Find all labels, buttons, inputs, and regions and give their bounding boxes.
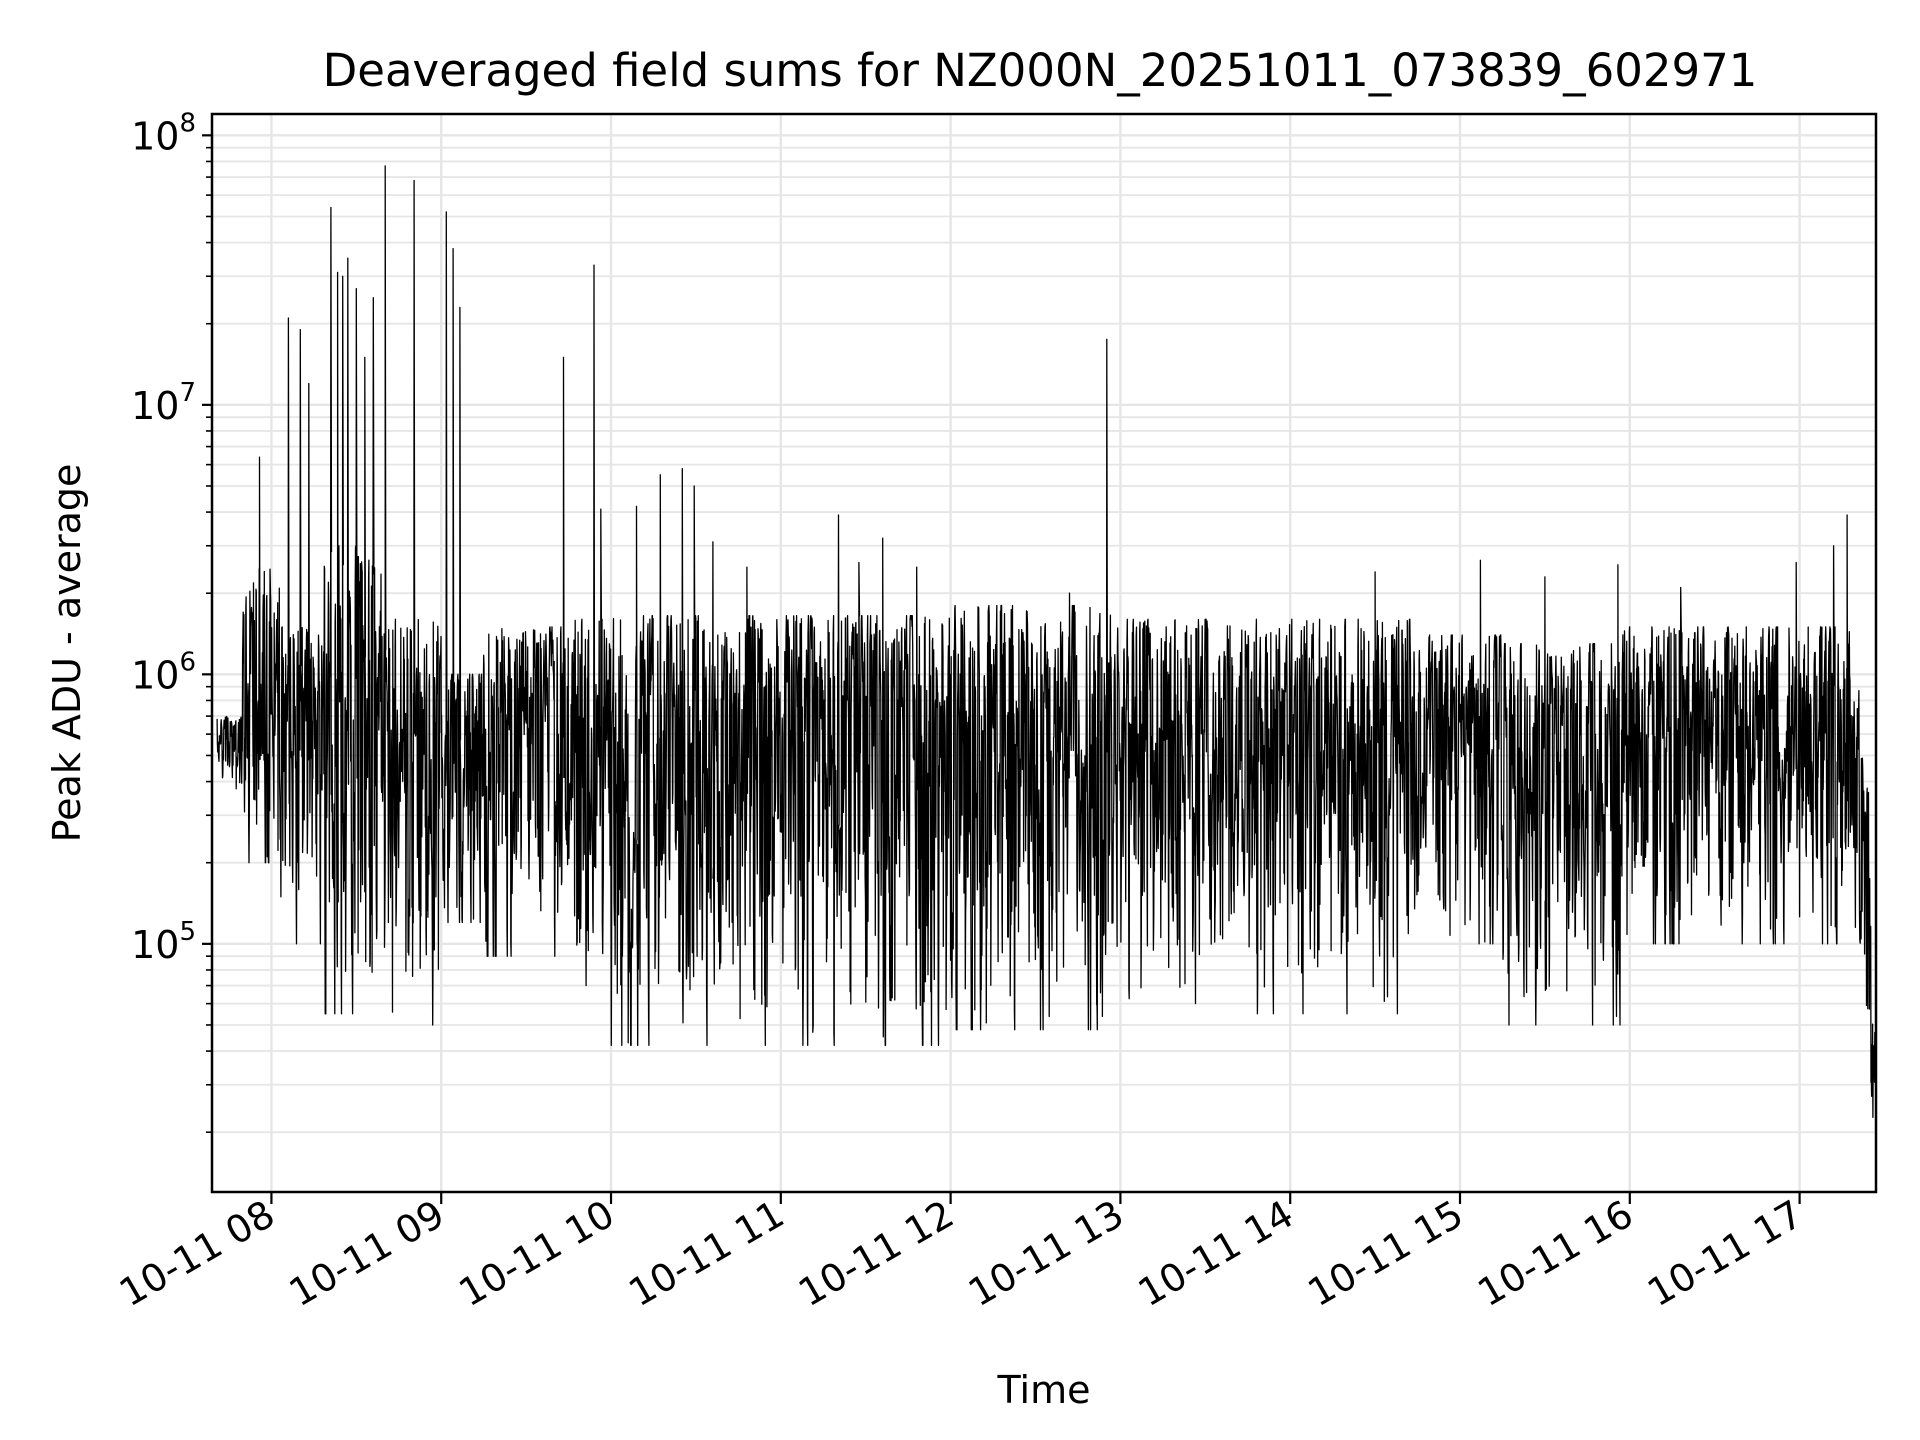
- y-tick-exponent: 7: [179, 378, 196, 408]
- x-axis-label: Time: [997, 1368, 1091, 1412]
- y-tick-exponent: 6: [179, 647, 196, 677]
- y-tick-exponent: 5: [179, 917, 196, 947]
- y-tick-label: 107: [131, 378, 196, 428]
- y-tick-exponent: 8: [179, 108, 196, 138]
- y-axis-label: Peak ADU - average: [45, 464, 89, 843]
- y-tick-base: 10: [131, 653, 179, 697]
- y-tick-base: 10: [131, 384, 179, 428]
- y-tick-label: 108: [131, 108, 196, 158]
- series-layer: [216, 165, 1876, 1119]
- series-line: [216, 165, 1876, 1119]
- y-tick-label: 105: [131, 917, 196, 967]
- plot-frame: [210, 112, 1878, 1194]
- y-tick-label: 106: [131, 647, 196, 697]
- y-tick-base: 10: [131, 114, 179, 158]
- chart-title: Deaveraged field sums for NZ000N_2025101…: [323, 44, 1758, 97]
- y-tick-base: 10: [131, 923, 179, 967]
